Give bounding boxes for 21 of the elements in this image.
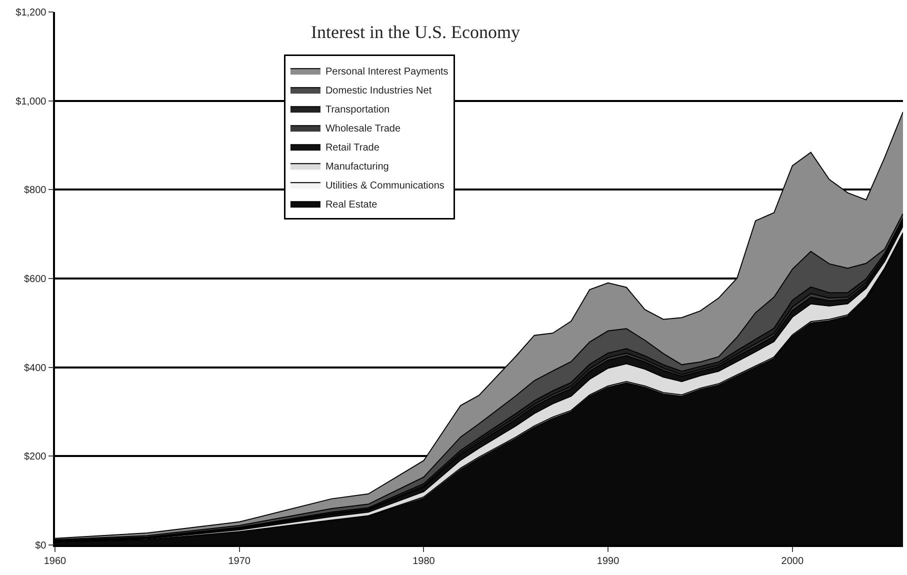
- y-tick-label: $1,200: [16, 8, 47, 18]
- y-tick-label: $1,000: [16, 96, 47, 108]
- y-tick-label: $600: [24, 274, 47, 285]
- y-tick-label: $0: [35, 540, 47, 552]
- legend-label: Real Estate: [325, 200, 378, 211]
- legend-label: Utilities & Communications: [325, 180, 444, 192]
- x-tick-label: 2000: [781, 556, 804, 567]
- legend-label: Transportation: [325, 104, 390, 116]
- legend-label: Domestic Industries Net: [325, 86, 432, 97]
- x-tick-label: 1960: [44, 556, 67, 567]
- x-tick-label: 1970: [228, 556, 251, 567]
- y-tick-label: $800: [24, 185, 47, 196]
- legend-label: Personal Interest Payments: [325, 66, 448, 78]
- text: Interest in the U.S. Economy: [311, 22, 520, 42]
- legend-label: Wholesale Trade: [325, 124, 401, 135]
- legend-label: Manufacturing: [325, 162, 389, 173]
- x-tick-label: 1980: [412, 556, 436, 567]
- y-tick-label: $200: [24, 452, 47, 463]
- y-tick-label: $400: [24, 362, 47, 374]
- legend-label: Retail Trade: [325, 142, 380, 154]
- x-tick-label: 1990: [596, 556, 620, 567]
